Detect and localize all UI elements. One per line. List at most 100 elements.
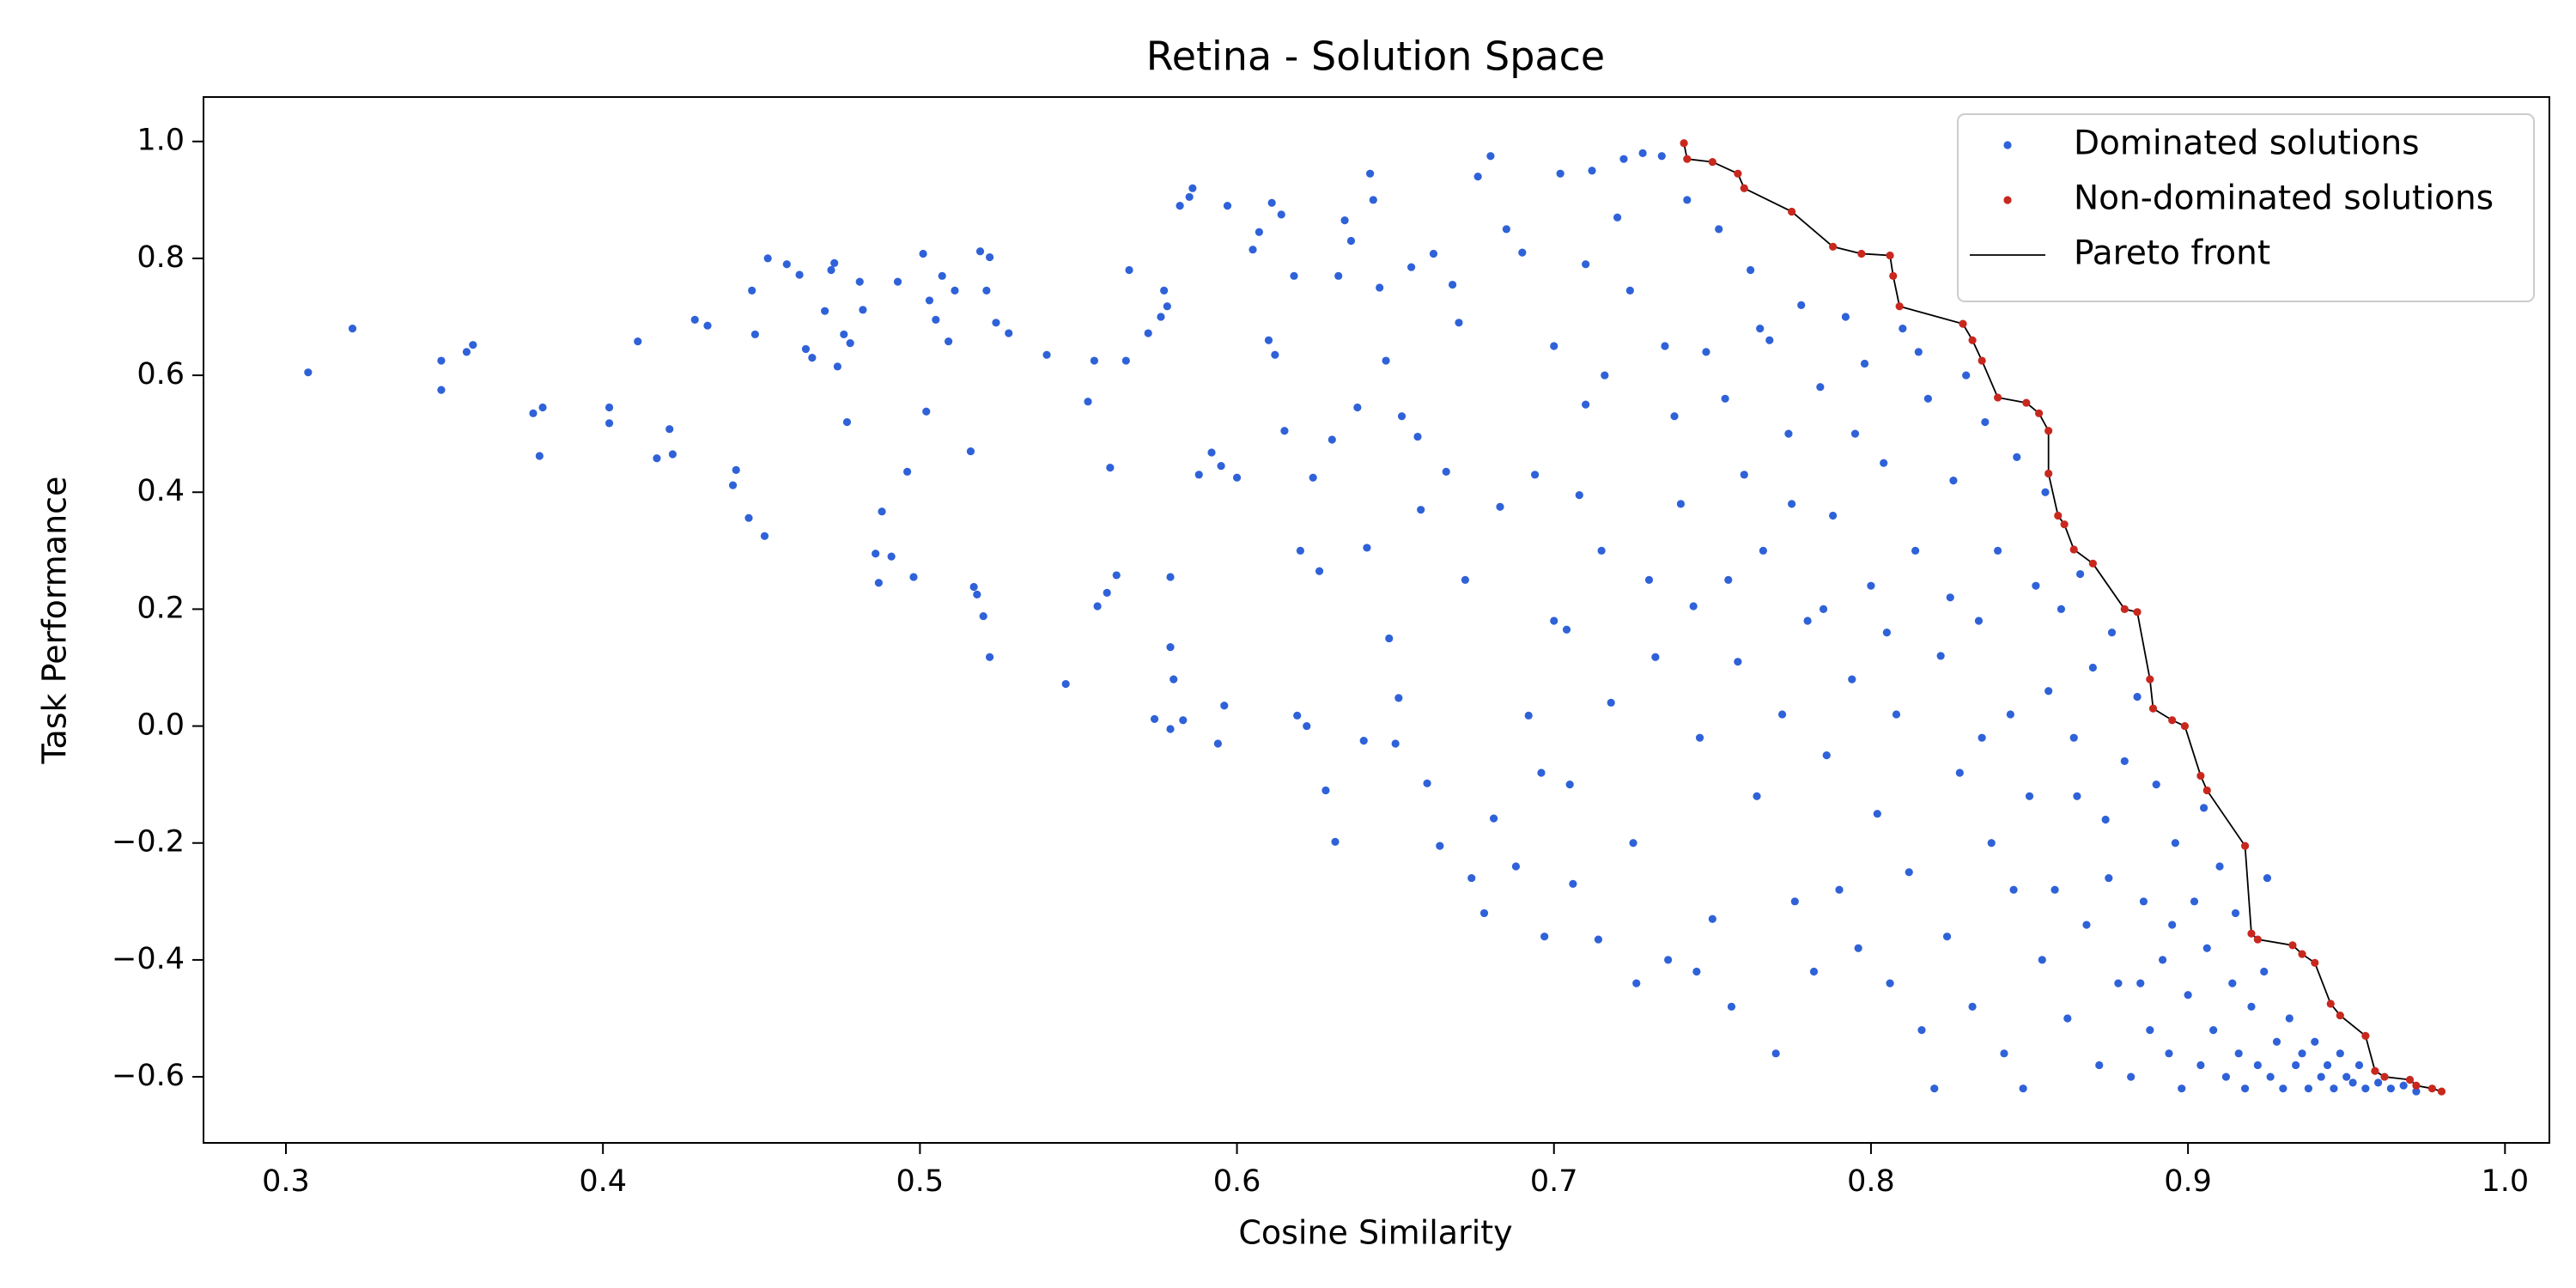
scatter-point	[1632, 979, 1641, 987]
scatter-point	[1740, 184, 1748, 192]
scatter-point	[1676, 500, 1686, 508]
scatter-point	[1394, 694, 1403, 702]
scatter-point	[1569, 879, 1577, 888]
scatter-point	[1267, 198, 1276, 207]
scatter-point	[2231, 908, 2240, 918]
legend-swatch	[2003, 196, 2012, 204]
scatter-point	[1511, 862, 1521, 871]
scatter-point	[1946, 593, 1954, 602]
scatter-point	[1293, 711, 1302, 720]
scatter-point	[1747, 265, 1755, 275]
scatter-point	[1765, 336, 1774, 344]
chart-title: Retina - Solution Space	[1146, 33, 1605, 80]
scatter-point	[840, 330, 848, 339]
scatter-point	[1121, 356, 1130, 365]
scatter-point	[1715, 225, 1723, 234]
scatter-point	[2000, 1049, 2008, 1058]
scatter-point	[1340, 216, 1349, 225]
scatter-point	[469, 341, 477, 349]
scatter-point	[1423, 779, 1431, 787]
y-tick-label: 0.4	[137, 474, 185, 508]
scatter-point	[2006, 710, 2014, 719]
scatter-point	[2234, 1049, 2243, 1058]
scatter-point	[1638, 149, 1647, 157]
y-tick-label: 0.0	[137, 708, 185, 743]
scatter-point	[1892, 710, 1901, 719]
scatter-point	[1867, 581, 1875, 590]
scatter-point	[1734, 169, 1742, 178]
scatter-point	[909, 573, 918, 581]
scatter-point	[2060, 520, 2069, 529]
scatter-point	[1565, 781, 1574, 789]
scatter-point	[1255, 228, 1263, 236]
scatter-point	[1942, 933, 1952, 941]
scatter-point	[2069, 545, 2078, 554]
scatter-point	[1327, 435, 1336, 444]
scatter-point	[1473, 172, 1482, 181]
scatter-point	[2013, 453, 2021, 461]
scatter-point	[2158, 956, 2167, 964]
scatter-point	[1150, 714, 1159, 724]
scatter-point	[2405, 1075, 2415, 1084]
scatter-point	[1949, 477, 1958, 485]
scatter-point	[1366, 169, 1375, 178]
scatter-point	[2146, 1026, 2154, 1035]
scatter-point	[2371, 1066, 2379, 1075]
x-tick-label: 0.5	[896, 1164, 945, 1199]
scatter-point	[1771, 1049, 1780, 1058]
scatter-point	[2107, 629, 2117, 637]
scatter-point	[1822, 751, 1831, 760]
scatter-point	[859, 306, 867, 314]
scatter-point	[1479, 908, 1489, 918]
scatter-point	[2311, 958, 2319, 967]
x-tick-label: 0.6	[1213, 1164, 1261, 1199]
scatter-point	[2120, 756, 2129, 766]
scatter-point	[535, 452, 544, 460]
scatter-point	[1194, 471, 1203, 479]
scatter-point	[2044, 469, 2053, 478]
scatter-point	[1724, 575, 1733, 584]
scatter-point	[1895, 302, 1904, 311]
scatter-point	[2240, 841, 2250, 850]
scatter-point	[2139, 897, 2148, 906]
scatter-point	[1797, 301, 1806, 309]
scatter-point	[2215, 862, 2224, 871]
scatter-point	[1467, 873, 1476, 883]
scatter-point	[538, 403, 547, 412]
scatter-point	[1537, 769, 1546, 777]
scatter-point	[1777, 710, 1787, 719]
scatter-point	[1280, 427, 1289, 435]
scatter-point	[1860, 359, 1869, 368]
scatter-point	[1790, 897, 1799, 906]
scatter-point	[1442, 467, 1450, 477]
scatter-point	[1994, 546, 2002, 555]
x-tick-label: 0.3	[262, 1164, 310, 1199]
scatter-point	[1899, 325, 1907, 333]
scatter-point	[2050, 885, 2059, 894]
scatter-point	[979, 611, 987, 621]
scatter-point	[1303, 721, 1311, 731]
scatter-point	[1112, 571, 1121, 580]
scatter-point	[1629, 839, 1637, 848]
scatter-point	[2168, 920, 2177, 929]
scatter-point	[1090, 356, 1099, 365]
scatter-point	[1042, 350, 1051, 359]
scatter-point	[1429, 249, 1438, 258]
x-tick-label: 0.7	[1530, 1164, 1578, 1199]
scatter-point	[2038, 956, 2046, 964]
scatter-point	[1359, 736, 1368, 745]
scatter-point	[2298, 1049, 2306, 1058]
scatter-point	[1625, 286, 1634, 295]
scatter-point	[1220, 702, 1229, 710]
scatter-point	[1987, 839, 1996, 848]
scatter-point	[2044, 687, 2053, 696]
scatter-point	[830, 258, 839, 267]
scatter-point	[1382, 356, 1390, 365]
scatter-point	[938, 271, 946, 280]
scatter-point	[1084, 398, 1092, 406]
scatter-point	[1829, 242, 1838, 251]
scatter-point	[1886, 979, 1894, 987]
scatter-point	[1708, 157, 1716, 167]
scatter-point	[982, 286, 991, 295]
